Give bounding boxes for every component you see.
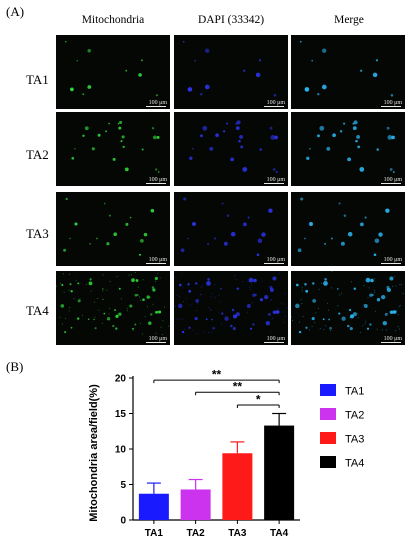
scale-bar (264, 263, 284, 264)
significance-label: * (256, 392, 261, 406)
row-label-ta2: TA2 (26, 147, 49, 162)
legend-label-ta2: TA2 (345, 410, 364, 422)
scale-bar-label: 100 μm (148, 336, 167, 342)
bar-ta2 (180, 489, 211, 520)
scale-bar-label: 100 μm (266, 336, 285, 342)
micrograph-ta4-merge: 100 μm (291, 271, 405, 345)
scale-bar-label: 100 μm (383, 177, 402, 183)
bar-ta4 (264, 425, 295, 520)
micrograph-ta1-merge: 100 μm (291, 35, 405, 109)
significance-label: ** (233, 380, 243, 394)
legend-swatch-ta2 (320, 408, 336, 420)
scale-bar (264, 183, 284, 184)
scale-bar (381, 183, 401, 184)
scale-bar-label: 100 μm (148, 100, 167, 106)
micrograph-ta1-mito: 100 μm (56, 35, 170, 109)
scale-bar-label: 100 μm (266, 177, 285, 183)
scale-bar-label: 100 μm (148, 257, 167, 263)
y-axis-label: Mitochondria area/field(%) (88, 384, 100, 522)
scale-bar-label: 100 μm (266, 257, 285, 263)
legend-swatch-ta1 (320, 384, 336, 396)
y-tick-label: 0 (120, 516, 126, 527)
y-tick-label: 15 (115, 409, 127, 420)
panel-a-label: (A) (6, 4, 25, 19)
micrograph-ta2-dapi: 100 μm (174, 112, 288, 186)
scale-bar (146, 106, 166, 107)
micrograph-ta3-merge: 100 μm (291, 192, 405, 266)
panel-b-label: (B) (6, 359, 24, 374)
legend-label-ta4: TA4 (345, 458, 364, 470)
micrograph-ta4-mito: 100 μm (56, 271, 170, 345)
legend-label-ta1: TA1 (345, 386, 364, 398)
y-tick-label: 5 (120, 480, 126, 491)
row-label-ta3: TA3 (26, 226, 49, 241)
scale-bar (146, 183, 166, 184)
scale-bar-label: 100 μm (266, 100, 285, 106)
micrograph-ta2-merge: 100 μm (291, 112, 405, 186)
y-tick-label: 10 (115, 445, 127, 456)
scale-bar (381, 263, 401, 264)
x-tick-label-ta4: TA4 (270, 528, 289, 539)
y-tick-label: 20 (115, 374, 127, 385)
x-tick-label-ta2: TA2 (187, 528, 206, 539)
significance-label: ** (212, 368, 222, 382)
column-header-merge: Merge (334, 14, 364, 26)
row-label-ta4: TA4 (26, 303, 49, 318)
scale-bar (146, 263, 166, 264)
scale-bar (381, 106, 401, 107)
micrograph-ta4-dapi: 100 μm (174, 271, 288, 345)
scale-bar-label: 100 μm (383, 257, 402, 263)
scale-bar (381, 342, 401, 343)
legend-swatch-ta4 (320, 456, 336, 468)
bar-ta3 (222, 453, 253, 520)
bar-chart: 0 5 10 15 20 Mitochondria area/field(%) TA1 TA2… (88, 368, 364, 539)
scale-bar-label: 100 μm (383, 336, 402, 342)
micrograph-ta1-dapi: 100 μm (174, 35, 288, 109)
column-header-dapi: DAPI (33342) (197, 14, 265, 26)
row-label-ta1: TA1 (26, 72, 49, 87)
x-tick-label-ta1: TA1 (145, 528, 164, 539)
scale-bar (146, 342, 166, 343)
scale-bar (264, 342, 284, 343)
micrograph-ta3-dapi: 100 μm (174, 192, 288, 266)
x-tick-label-ta3: TA3 (228, 528, 247, 539)
legend-swatch-ta3 (320, 432, 336, 444)
scale-bar-label: 100 μm (383, 100, 402, 106)
micrograph-ta2-mito: 100 μm (56, 112, 170, 186)
legend-label-ta3: TA3 (345, 434, 364, 446)
scale-bar-label: 100 μm (148, 177, 167, 183)
scale-bar (264, 106, 284, 107)
micrograph-ta3-mito: 100 μm (56, 192, 170, 266)
column-header-mitochondria: Mitochondria (81, 14, 145, 26)
bar-ta1 (138, 493, 169, 520)
